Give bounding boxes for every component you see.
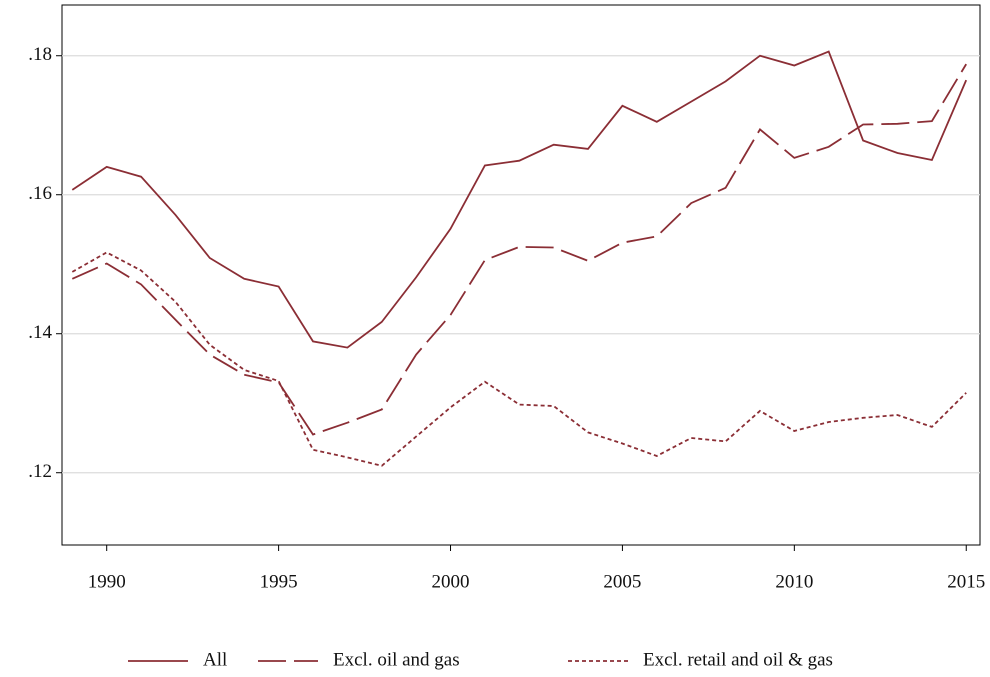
x-tick-label: 2000 — [432, 571, 470, 592]
x-tick-label: 2015 — [947, 571, 985, 592]
y-tick-label: .12 — [28, 461, 52, 482]
series-line — [71, 63, 967, 436]
y-tick-label: .18 — [28, 44, 52, 65]
legend-label: Excl. oil and gas — [333, 649, 460, 670]
legend-item: Excl. oil and gas — [258, 649, 460, 670]
legend-label: All — [203, 649, 227, 670]
x-tick-label: 1995 — [260, 571, 298, 592]
x-tick-label: 2005 — [603, 571, 641, 592]
legend-label: Excl. retail and oil & gas — [643, 649, 833, 670]
y-tick-label: .16 — [28, 183, 52, 204]
x-tick-label: 2010 — [775, 571, 813, 592]
y-tick-label: .14 — [28, 322, 52, 343]
x-tick-label: 1990 — [88, 571, 126, 592]
series-line — [71, 251, 967, 467]
legend-item: Excl. retail and oil & gas — [568, 649, 833, 670]
legend-item: All — [128, 649, 227, 670]
plot-frame — [61, 4, 981, 546]
series-line — [71, 50, 968, 349]
